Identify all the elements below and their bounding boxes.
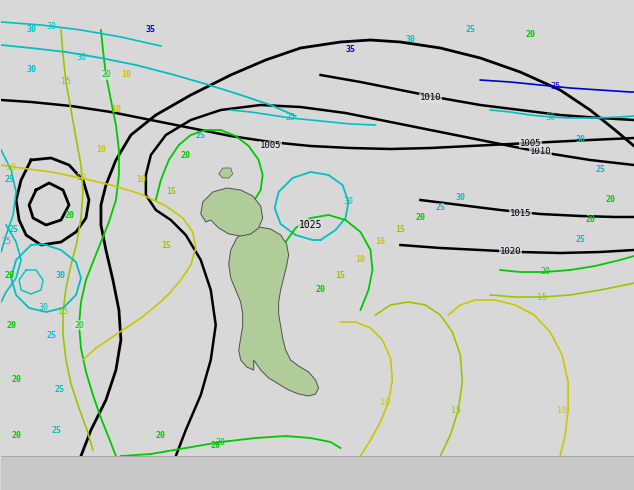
Text: 20: 20 [316, 286, 325, 294]
Text: 25: 25 [436, 203, 445, 213]
Text: 35: 35 [550, 82, 560, 92]
Text: 25: 25 [1, 238, 11, 246]
Text: 10: 10 [356, 255, 365, 265]
Text: Isotachs 10m (mph): Isotachs 10m (mph) [4, 475, 110, 485]
Text: 45: 45 [295, 475, 307, 485]
Text: 20: 20 [74, 320, 84, 329]
Text: 10: 10 [76, 173, 86, 182]
Text: 20: 20 [11, 431, 21, 440]
Text: 15: 15 [170, 475, 181, 485]
Text: 15: 15 [166, 188, 176, 196]
Text: 10: 10 [380, 397, 391, 407]
Text: 1015: 1015 [510, 209, 531, 218]
Polygon shape [201, 188, 262, 236]
Text: 35: 35 [346, 46, 356, 54]
Text: 35: 35 [254, 475, 266, 485]
Text: 25: 25 [465, 25, 476, 34]
Text: 15: 15 [451, 406, 462, 415]
Text: 1010: 1010 [420, 94, 441, 102]
Text: 90: 90 [484, 475, 496, 485]
Text: 30: 30 [76, 53, 86, 63]
Text: 25: 25 [54, 386, 64, 394]
Text: 10: 10 [375, 238, 385, 246]
Text: 1020: 1020 [500, 246, 521, 255]
Text: 30: 30 [26, 25, 36, 34]
Text: 30: 30 [405, 35, 415, 45]
Text: 20: 20 [525, 30, 535, 40]
Text: 30: 30 [545, 113, 555, 122]
Text: 1025: 1025 [299, 220, 322, 230]
Text: 20: 20 [64, 211, 74, 220]
Bar [1, 456, 634, 490]
Text: ©weatheronline.co.uk: ©weatheronline.co.uk [531, 475, 631, 485]
Polygon shape [219, 168, 233, 178]
Text: 60: 60 [358, 475, 370, 485]
Text: 20: 20 [181, 150, 191, 160]
Text: 25: 25 [51, 425, 61, 435]
Text: 70: 70 [401, 475, 412, 485]
Text: 15: 15 [537, 293, 547, 301]
Text: 20: 20 [210, 441, 221, 449]
Text: 20: 20 [585, 216, 595, 224]
Text: 20: 20 [6, 320, 16, 329]
Text: Mo 30-09-2024 12:00 UTC (18+162): Mo 30-09-2024 12:00 UTC (18+162) [431, 460, 631, 470]
Text: 25: 25 [8, 225, 18, 235]
Text: 20: 20 [415, 214, 425, 222]
Text: 30: 30 [38, 303, 48, 313]
Text: 30: 30 [46, 23, 56, 31]
Text: 15: 15 [61, 77, 71, 87]
Text: 50: 50 [316, 475, 328, 485]
Text: 15: 15 [161, 241, 171, 249]
Text: 20: 20 [4, 270, 14, 279]
Text: 30: 30 [575, 136, 585, 145]
Text: 65: 65 [380, 475, 391, 485]
Text: 20: 20 [540, 268, 550, 276]
Text: 25: 25 [196, 130, 206, 140]
Text: 85: 85 [463, 475, 475, 485]
Text: 35: 35 [146, 25, 156, 34]
Text: 20: 20 [216, 438, 226, 446]
Text: 25: 25 [285, 114, 295, 122]
Text: 30: 30 [233, 475, 245, 485]
Text: 25: 25 [4, 175, 14, 185]
Text: 75: 75 [422, 475, 433, 485]
Text: 20: 20 [101, 71, 111, 79]
Text: 10: 10 [149, 475, 160, 485]
Text: 20: 20 [156, 431, 166, 440]
Text: 25: 25 [575, 236, 585, 245]
Text: 1010: 1010 [529, 147, 551, 156]
Text: 10: 10 [96, 146, 106, 154]
Text: 20: 20 [191, 475, 202, 485]
Text: 30: 30 [344, 197, 354, 206]
Text: 15: 15 [58, 308, 68, 317]
Text: 10: 10 [557, 406, 567, 415]
Polygon shape [229, 227, 318, 396]
Text: 30: 30 [56, 270, 66, 279]
Text: 15: 15 [335, 270, 346, 279]
Text: 1005: 1005 [519, 139, 541, 147]
Text: 10: 10 [121, 71, 131, 79]
Text: 40: 40 [275, 475, 287, 485]
Text: 20: 20 [11, 375, 21, 385]
Text: 25: 25 [595, 166, 605, 174]
Text: 30: 30 [455, 194, 465, 202]
Text: 55: 55 [337, 475, 349, 485]
Text: 15: 15 [396, 225, 405, 235]
Text: 1005: 1005 [260, 142, 281, 150]
Text: 30: 30 [26, 66, 36, 74]
Text: 20: 20 [605, 196, 615, 204]
Text: 25: 25 [46, 330, 56, 340]
Text: Isotachs (mph) [mph] GFS: Isotachs (mph) [mph] GFS [4, 460, 154, 470]
Text: 10: 10 [136, 175, 146, 185]
Text: 10: 10 [111, 105, 121, 115]
Text: 25: 25 [212, 475, 224, 485]
Text: 80: 80 [443, 475, 454, 485]
Text: 10: 10 [6, 164, 16, 172]
